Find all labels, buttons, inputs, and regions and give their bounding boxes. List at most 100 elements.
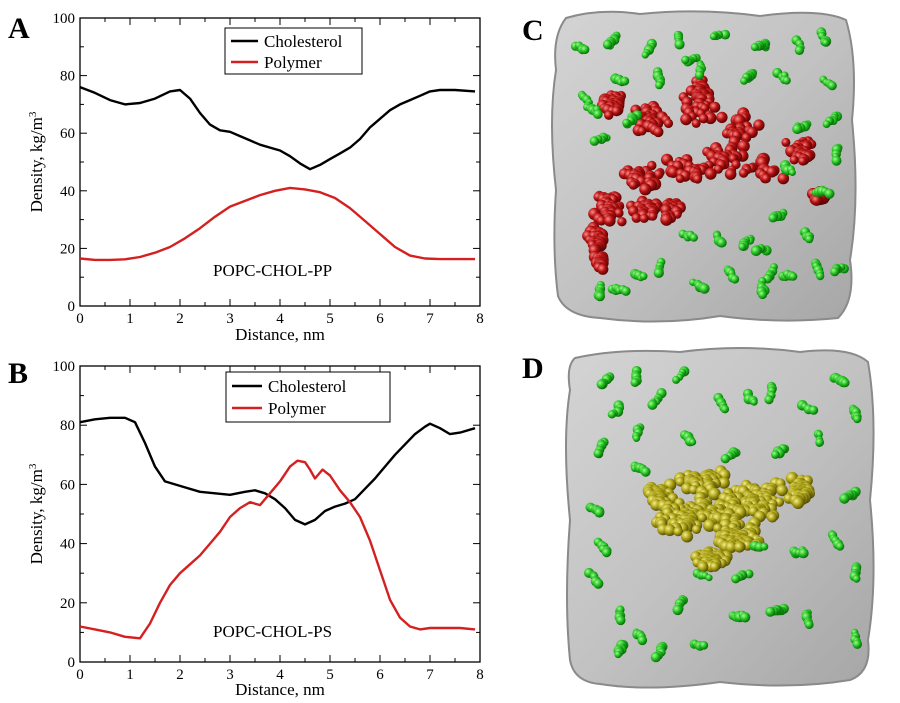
x-tick-label: 5 <box>326 311 334 327</box>
y-tick-label: 0 <box>68 299 76 315</box>
polymer-cluster-red <box>582 75 832 275</box>
x-tick-label: 8 <box>476 311 484 327</box>
cholesterol-molecule <box>738 234 755 251</box>
cholesterol-molecule <box>811 185 835 199</box>
cholesterol-atom <box>821 38 830 47</box>
polymer-bead <box>681 530 694 543</box>
series-line-cholesterol <box>79 85 476 171</box>
cholesterol-molecule <box>789 546 809 559</box>
cholesterol-molecule <box>772 67 791 85</box>
cholesterol-molecule <box>831 143 843 166</box>
polymer-bead <box>675 476 686 487</box>
polymer-bead <box>667 166 680 179</box>
membrane-image-c <box>551 10 857 323</box>
polymer-bead <box>637 126 647 136</box>
x-tick-label: 5 <box>326 667 334 683</box>
cholesterol-molecule <box>731 569 754 584</box>
polymer-bead <box>597 263 609 275</box>
cholesterol-molecule <box>652 67 665 90</box>
cholesterol-atom <box>798 548 809 559</box>
cholesterol-molecule <box>762 263 778 284</box>
y-tick-label: 80 <box>60 69 75 85</box>
cholesterol-molecule <box>614 605 626 626</box>
cholesterol-atom <box>792 123 803 135</box>
cholesterol-molecule <box>613 639 629 659</box>
cholesterol-molecule <box>816 27 832 47</box>
polymer-bead <box>617 217 627 227</box>
cholesterol-atom <box>794 45 805 55</box>
legend-box <box>225 371 391 423</box>
cholesterol-atom <box>720 454 730 464</box>
cholesterol-molecule <box>692 568 713 582</box>
polymer-bead <box>697 513 707 523</box>
cholesterol-atom <box>596 379 607 390</box>
polymer-bead <box>781 137 791 147</box>
polymer-bead <box>653 169 664 180</box>
cholesterol-atom <box>694 70 705 80</box>
cholesterol-molecule <box>771 444 790 459</box>
polymer-bead <box>767 512 778 523</box>
polymer-bead <box>708 487 721 501</box>
y-tick-label: 80 <box>60 418 75 434</box>
polymer-bead <box>709 561 720 572</box>
polymer-bead <box>789 155 799 165</box>
cholesterol-molecule <box>593 437 609 459</box>
polymer-bead <box>596 215 607 226</box>
cholesterol-atom <box>593 578 604 589</box>
cholesterol-atom <box>740 77 748 85</box>
cholesterol-molecule <box>673 30 685 50</box>
cholesterol-molecule <box>765 603 789 617</box>
series-lines <box>79 85 476 262</box>
polymer-bead <box>692 174 703 184</box>
cholesterol-molecule <box>630 366 642 387</box>
polymer-bead <box>777 172 790 185</box>
cholesterol-molecule <box>694 60 706 80</box>
polymer-bead <box>724 168 737 180</box>
polymer-bead <box>680 113 692 126</box>
cholesterol-molecule <box>607 283 631 296</box>
cholesterol-atom <box>580 45 590 55</box>
cholesterol-atom <box>672 604 683 616</box>
cholesterol-molecule <box>602 31 621 50</box>
cholesterol-atom <box>622 118 631 127</box>
cholesterol-atom <box>824 188 835 199</box>
cholesterol-atom <box>720 29 731 40</box>
cholesterol-molecule <box>622 110 643 129</box>
cholesterol-atom <box>768 213 778 223</box>
polymer-bead <box>716 111 728 124</box>
cholesterol-atom <box>816 272 825 281</box>
x-tick-label: 2 <box>176 311 184 327</box>
cholesterol-molecule <box>819 75 837 91</box>
y-tick-label: 20 <box>60 241 75 257</box>
cholesterol-molecule <box>813 429 825 447</box>
series-line-cholesterol <box>79 416 476 526</box>
polymer-bead <box>614 208 624 218</box>
polymer-bead <box>604 110 614 120</box>
y-axis-label: Density, kg/m3 <box>27 111 46 212</box>
cholesterol-atom <box>637 635 648 646</box>
y-tick-label: 0 <box>68 655 76 671</box>
cholesterol-atom <box>815 430 823 438</box>
cholesterol-atom <box>815 437 825 447</box>
cholesterol-molecule <box>723 265 740 284</box>
cholesterol-atom <box>731 574 741 584</box>
y-tick-label: 40 <box>60 184 75 200</box>
polymer-bead <box>698 113 709 124</box>
polymer-bead <box>603 214 616 227</box>
cholesterol-atom <box>852 574 861 583</box>
polymer-bead <box>631 213 642 223</box>
cholesterol-atom <box>853 414 862 424</box>
cholesterol-atom <box>788 169 796 176</box>
cholesterol-atom <box>614 650 622 659</box>
polymer-bead <box>753 119 765 131</box>
cholesterol-molecule <box>632 628 648 646</box>
polymer-bead <box>725 541 737 554</box>
polymer-bead <box>704 167 717 180</box>
polymer-bead <box>639 213 649 223</box>
cholesterol-atom <box>607 410 617 419</box>
cholesterol-atom <box>594 507 605 518</box>
x-axis-label: Distance, nm <box>235 680 325 699</box>
cholesterol-molecule <box>780 160 796 176</box>
